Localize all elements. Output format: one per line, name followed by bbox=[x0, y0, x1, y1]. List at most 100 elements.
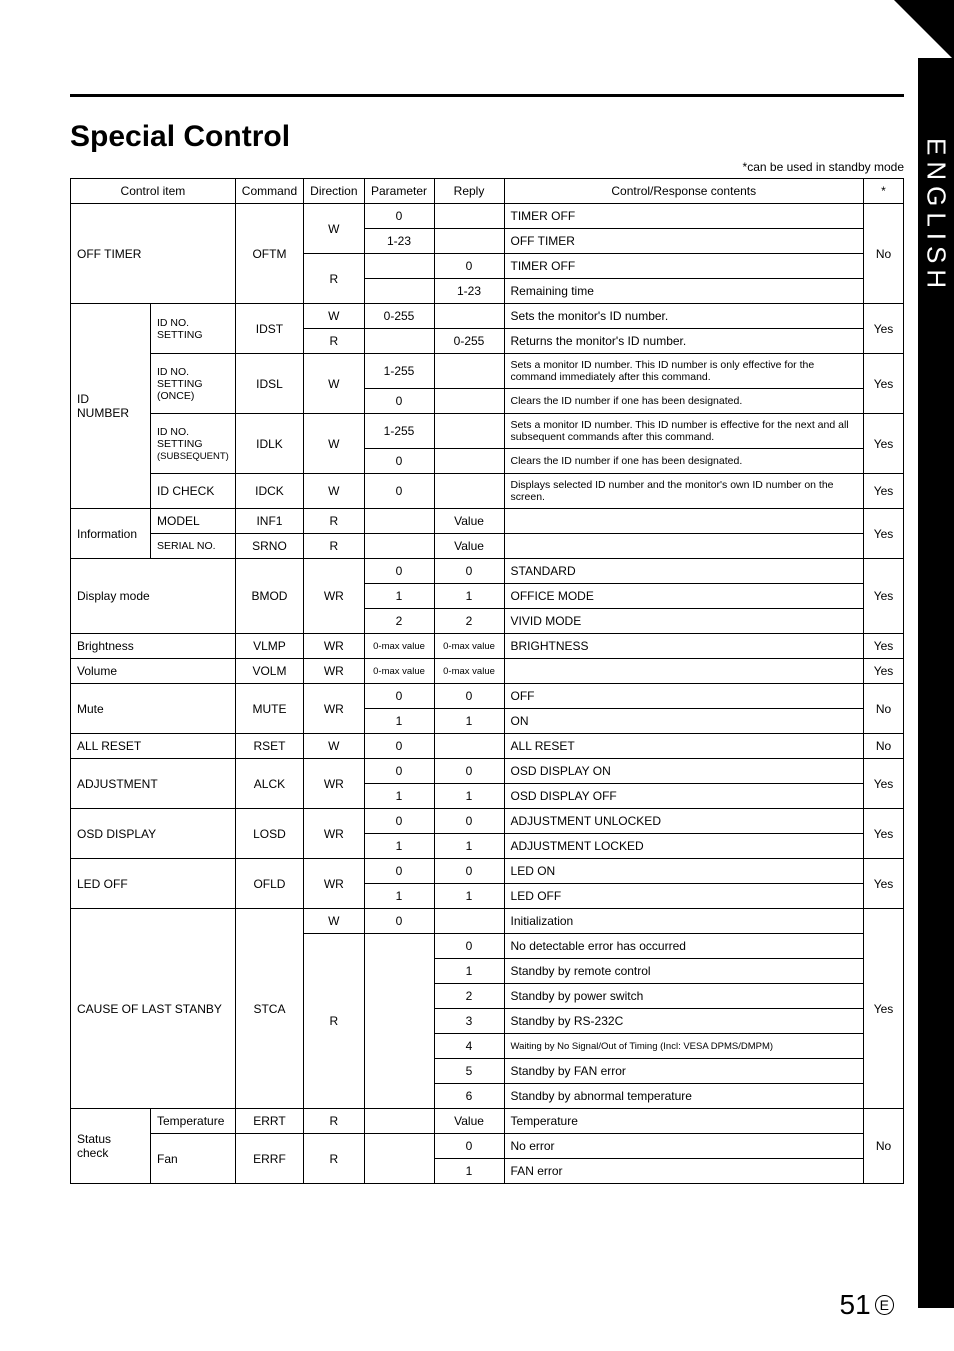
cmd: IDST bbox=[235, 304, 303, 354]
cmd: IDCK bbox=[235, 474, 303, 509]
dir: W bbox=[304, 474, 364, 509]
reply bbox=[434, 204, 504, 229]
dir: R bbox=[304, 509, 364, 534]
param: 0 bbox=[364, 559, 434, 584]
page: ENGLISH Special Control *can be used in … bbox=[0, 0, 954, 1351]
reply bbox=[434, 449, 504, 474]
cmd: MUTE bbox=[235, 684, 303, 734]
table-row: Volume VOLM WR 0-max value 0-max value Y… bbox=[71, 659, 904, 684]
reply: 0-max value bbox=[434, 634, 504, 659]
param: 1-23 bbox=[364, 229, 434, 254]
desc: OFFICE MODE bbox=[504, 584, 863, 609]
star: Yes bbox=[864, 509, 904, 559]
star: Yes bbox=[864, 859, 904, 909]
param: 0-max value bbox=[364, 659, 434, 684]
reply bbox=[434, 389, 504, 414]
desc: FAN error bbox=[504, 1159, 863, 1184]
cmd: ERRF bbox=[235, 1134, 303, 1184]
param: 0-255 bbox=[364, 304, 434, 329]
table-row: ID CHECK IDCK W 0 Displays selected ID n… bbox=[71, 474, 904, 509]
star: No bbox=[864, 1109, 904, 1184]
reply bbox=[434, 414, 504, 449]
desc: OFF bbox=[504, 684, 863, 709]
star: Yes bbox=[864, 759, 904, 809]
cmd: OFTM bbox=[235, 204, 303, 304]
th-star: * bbox=[864, 179, 904, 204]
reply: 0 bbox=[434, 559, 504, 584]
param: 0 bbox=[364, 859, 434, 884]
table-row: ALL RESET RSET W 0 ALL RESET No bbox=[71, 734, 904, 759]
dir: W bbox=[304, 734, 364, 759]
dir: R bbox=[304, 1109, 364, 1134]
cmd: BMOD bbox=[235, 559, 303, 634]
param bbox=[364, 934, 434, 1109]
th-reply: Reply bbox=[434, 179, 504, 204]
th-direction: Direction bbox=[304, 179, 364, 204]
desc: Standby by remote control bbox=[504, 959, 863, 984]
desc: ADJUSTMENT LOCKED bbox=[504, 834, 863, 859]
param: 0 bbox=[364, 909, 434, 934]
cmd: INF1 bbox=[235, 509, 303, 534]
label-led-off: LED OFF bbox=[71, 859, 236, 909]
star: No bbox=[864, 204, 904, 304]
param: 0 bbox=[364, 809, 434, 834]
table-row: Display mode BMOD WR 0 0 STANDARD Yes bbox=[71, 559, 904, 584]
top-rule bbox=[70, 94, 904, 97]
desc: OSD DISPLAY OFF bbox=[504, 784, 863, 809]
reply: 0-255 bbox=[434, 329, 504, 354]
reply: 1 bbox=[434, 784, 504, 809]
dir: WR bbox=[304, 859, 364, 909]
cmd: RSET bbox=[235, 734, 303, 759]
param bbox=[364, 329, 434, 354]
dir: R bbox=[304, 329, 364, 354]
label-all-reset: ALL RESET bbox=[71, 734, 236, 759]
language-tab: ENGLISH bbox=[918, 58, 954, 1308]
cmd: ALCK bbox=[235, 759, 303, 809]
desc: LED ON bbox=[504, 859, 863, 884]
param bbox=[364, 534, 434, 559]
param bbox=[364, 254, 434, 279]
command-table: Control item Command Direction Parameter… bbox=[70, 178, 904, 1184]
reply: 0 bbox=[434, 809, 504, 834]
param: 1 bbox=[364, 584, 434, 609]
reply: 0 bbox=[434, 254, 504, 279]
reply bbox=[434, 304, 504, 329]
desc: Standby by power switch bbox=[504, 984, 863, 1009]
label-osd-display: OSD DISPLAY bbox=[71, 809, 236, 859]
star: Yes bbox=[864, 659, 904, 684]
param: 1 bbox=[364, 784, 434, 809]
table-header: Control item Command Direction Parameter… bbox=[71, 179, 904, 204]
desc: Sets a monitor ID number. This ID number… bbox=[504, 354, 863, 389]
desc: ALL RESET bbox=[504, 734, 863, 759]
dir: R bbox=[304, 1134, 364, 1184]
desc: Standby by RS-232C bbox=[504, 1009, 863, 1034]
dir: R bbox=[304, 534, 364, 559]
table-row: SERIAL NO. SRNO R Value bbox=[71, 534, 904, 559]
language-label: ENGLISH bbox=[921, 138, 952, 294]
dir: R bbox=[304, 934, 364, 1109]
reply: Value bbox=[434, 1109, 504, 1134]
reply: 1 bbox=[434, 959, 504, 984]
param: 0 bbox=[364, 734, 434, 759]
desc: STANDARD bbox=[504, 559, 863, 584]
desc: Sets a monitor ID number. This ID number… bbox=[504, 414, 863, 449]
sublabel: ID NO. SETTING (ONCE) bbox=[151, 354, 236, 414]
desc: BRIGHTNESS bbox=[504, 634, 863, 659]
param bbox=[364, 1109, 434, 1134]
reply: 0-max value bbox=[434, 659, 504, 684]
desc: VIVID MODE bbox=[504, 609, 863, 634]
label-id-number: ID NUMBER bbox=[71, 304, 151, 509]
reply bbox=[434, 734, 504, 759]
table-row: Mute MUTE WR 0 0 OFF No bbox=[71, 684, 904, 709]
desc: TIMER OFF bbox=[504, 204, 863, 229]
reply bbox=[434, 474, 504, 509]
table-row: Status check Temperature ERRT R Value Te… bbox=[71, 1109, 904, 1134]
reply: 1 bbox=[434, 584, 504, 609]
th-contents: Control/Response contents bbox=[504, 179, 863, 204]
sublabel: Fan bbox=[151, 1134, 236, 1184]
label-adjustment: ADJUSTMENT bbox=[71, 759, 236, 809]
page-title: Special Control bbox=[70, 120, 904, 154]
reply: Value bbox=[434, 534, 504, 559]
dir: W bbox=[304, 354, 364, 414]
corner-decoration bbox=[894, 0, 954, 60]
